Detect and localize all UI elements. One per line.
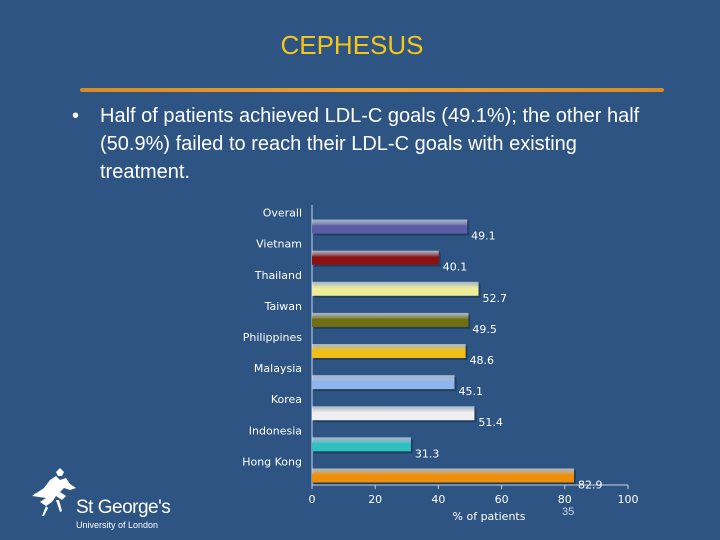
- bar: [312, 406, 475, 421]
- value-label: 51.4: [478, 416, 503, 429]
- bar: [312, 312, 469, 327]
- category-label: Overall: [263, 207, 302, 220]
- bullet-marker: •: [72, 105, 80, 127]
- x-tick-label: 20: [368, 493, 382, 506]
- value-label: 45.1: [459, 385, 484, 398]
- x-tick-label: 100: [618, 493, 639, 506]
- value-label: 48.6: [470, 354, 495, 367]
- x-tick-label: 80: [558, 493, 572, 506]
- bar: [312, 344, 466, 358]
- bar: [312, 281, 479, 296]
- bar: [312, 250, 439, 265]
- category-label: Thailand: [254, 269, 302, 282]
- category-label: Philippines: [243, 331, 303, 344]
- value-label: 52.7: [483, 292, 508, 305]
- value-label: 82.9: [578, 478, 603, 491]
- x-tick-label: 0: [309, 493, 316, 506]
- logo-name: St George's: [76, 497, 171, 518]
- bar: [312, 219, 468, 234]
- category-label: Hong Kong: [242, 455, 302, 468]
- category-label: Malaysia: [254, 362, 302, 375]
- bar: [312, 468, 574, 483]
- horse-and-knight-icon: [32, 468, 76, 516]
- bullet-text: Half of patients achieved LDL-C goals (4…: [100, 105, 640, 183]
- category-label: Vietnam: [256, 238, 302, 251]
- slide-title: CEPHESUS: [280, 30, 424, 60]
- x-tick-label: 60: [495, 493, 509, 506]
- x-tick-label: 40: [431, 493, 445, 506]
- category-label: Indonesia: [249, 424, 302, 437]
- bullet-point: • Half of patients achieved LDL-C goals …: [72, 102, 672, 186]
- bar: [312, 375, 455, 390]
- category-label: Taiwan: [264, 300, 302, 313]
- page-number: 35: [562, 506, 575, 518]
- value-label: 49.1: [471, 230, 496, 243]
- value-label: 31.3: [415, 447, 440, 460]
- bar: [312, 437, 411, 452]
- title-underline: [80, 88, 664, 92]
- logo-subtitle: University of London: [76, 520, 159, 530]
- value-label: 40.1: [443, 261, 468, 274]
- x-axis-label: % of patients: [453, 510, 526, 523]
- value-label: 49.5: [472, 323, 497, 336]
- category-label: Korea: [271, 393, 302, 406]
